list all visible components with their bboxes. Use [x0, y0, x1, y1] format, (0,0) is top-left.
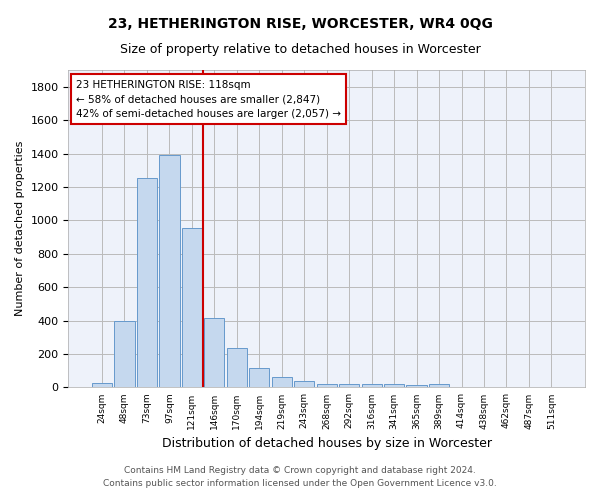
Bar [159, 155, 179, 388]
Bar [137, 178, 157, 388]
Bar [362, 384, 382, 388]
Text: Contains HM Land Registry data © Crown copyright and database right 2024.
Contai: Contains HM Land Registry data © Crown c… [103, 466, 497, 487]
Bar [227, 348, 247, 388]
Bar [294, 380, 314, 388]
Text: 23, HETHERINGTON RISE, WORCESTER, WR4 0QG: 23, HETHERINGTON RISE, WORCESTER, WR4 0Q… [107, 18, 493, 32]
Bar [115, 322, 134, 388]
Y-axis label: Number of detached properties: Number of detached properties [15, 141, 25, 316]
Bar [317, 384, 337, 388]
X-axis label: Distribution of detached houses by size in Worcester: Distribution of detached houses by size … [162, 437, 492, 450]
Bar [406, 386, 427, 388]
Bar [249, 368, 269, 388]
Bar [429, 384, 449, 388]
Bar [92, 384, 112, 388]
Bar [272, 377, 292, 388]
Bar [339, 384, 359, 388]
Bar [384, 384, 404, 388]
Bar [204, 318, 224, 388]
Text: Size of property relative to detached houses in Worcester: Size of property relative to detached ho… [119, 42, 481, 56]
Bar [182, 228, 202, 388]
Text: 23 HETHERINGTON RISE: 118sqm
← 58% of detached houses are smaller (2,847)
42% of: 23 HETHERINGTON RISE: 118sqm ← 58% of de… [76, 80, 341, 119]
